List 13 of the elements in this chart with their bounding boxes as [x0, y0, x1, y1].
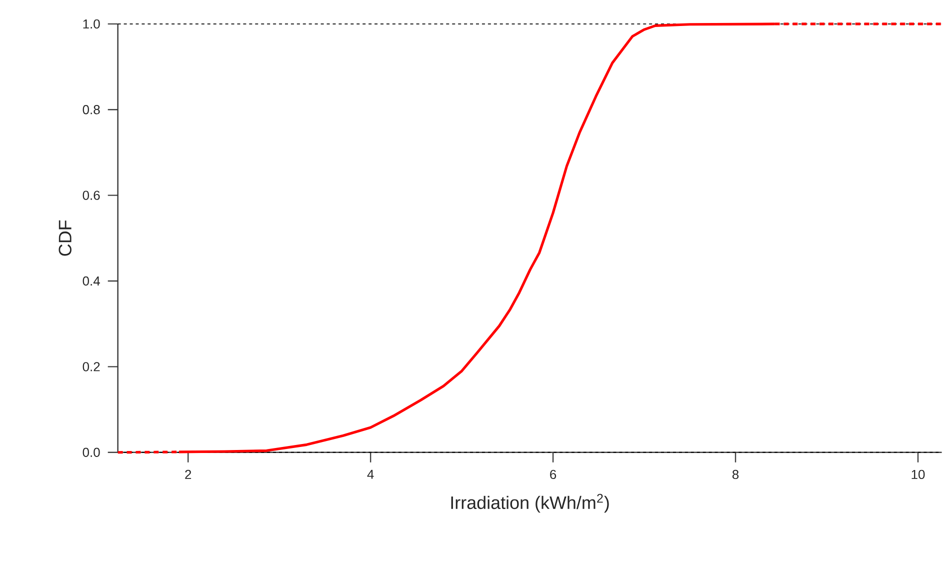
x-tick-label: 2 [185, 470, 192, 479]
x-tick-label: 8 [732, 470, 739, 479]
y-tick-label: 0.2 [82, 362, 100, 372]
y-tick-label: 0.6 [82, 190, 100, 200]
y-tick-label: 1.0 [83, 19, 100, 28]
x-tick-label: 4 [367, 470, 374, 479]
x-tick-label: 6 [550, 470, 556, 479]
y-tick-label: 0.0 [82, 448, 100, 457]
y-tick-label: 0.4 [82, 276, 100, 286]
x-axis-title: Irradiation (kWh/m$^{2}$) [451, 494, 609, 513]
y-axis-title: CDF [58, 220, 72, 256]
x-tick-label: 10 [912, 470, 925, 479]
y-tick-label: 0.8 [82, 104, 100, 114]
